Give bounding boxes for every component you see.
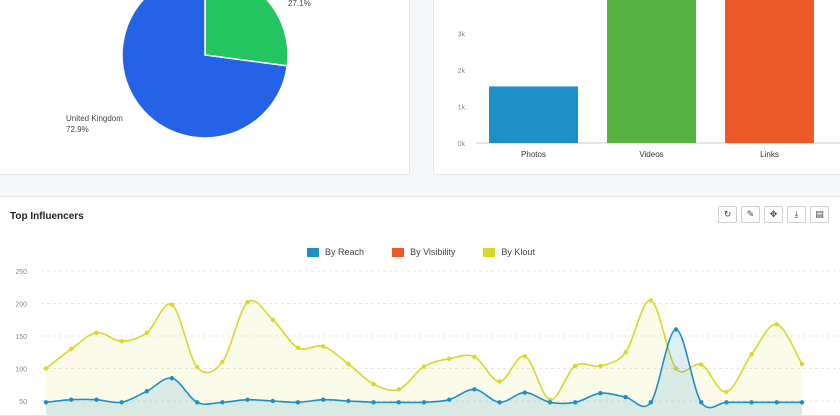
series-point xyxy=(422,364,426,368)
bar-ytick-label: 1k xyxy=(458,105,466,112)
series-point xyxy=(497,379,501,383)
series-point xyxy=(170,376,174,380)
series-point xyxy=(548,400,552,404)
pie-label-pct: 72.9% xyxy=(66,125,89,134)
bar-ytick-label: 0k xyxy=(458,141,466,148)
series-point xyxy=(346,362,350,366)
bar-chart-panel: 0k 1k 2k 3k Photos Videos Links xyxy=(433,0,840,175)
top-influencers-panel: Top Influencers ↻ ✎ ✥ ⤓ ▤ By Reach By Vi… xyxy=(0,196,840,416)
series-point xyxy=(397,400,401,404)
series-point xyxy=(44,400,48,404)
series-point xyxy=(674,327,678,331)
series-point xyxy=(321,344,325,348)
series-point xyxy=(573,400,577,404)
series-point xyxy=(800,362,804,366)
bar-ytick-label: 3k xyxy=(458,32,466,39)
series-point xyxy=(649,298,653,302)
series-point xyxy=(119,400,123,404)
ytick-label: 100 xyxy=(15,367,27,374)
influencers-area-chart: 50 100 150 200 250 xyxy=(0,197,840,416)
series-point xyxy=(523,390,527,394)
series-point xyxy=(371,400,375,404)
series-point xyxy=(195,400,199,404)
pie-label-name: United Kingdom xyxy=(66,114,123,123)
bar-category-label: Photos xyxy=(521,150,546,159)
series-point xyxy=(598,364,602,368)
series-point xyxy=(145,331,149,335)
series-point xyxy=(623,350,627,354)
ytick-label: 50 xyxy=(19,399,27,406)
bar-category-label: Videos xyxy=(639,150,663,159)
series-point xyxy=(724,400,728,404)
series-point xyxy=(573,364,577,368)
series-point xyxy=(749,352,753,356)
series-point xyxy=(649,400,653,404)
pie-label-pct: 27.1% xyxy=(288,0,311,8)
series-point xyxy=(447,357,451,361)
series-point xyxy=(170,303,174,307)
series-point xyxy=(94,331,98,335)
series-point xyxy=(623,395,627,399)
ytick-label: 250 xyxy=(15,269,27,276)
series-point xyxy=(271,399,275,403)
series-point xyxy=(245,300,249,304)
series-point xyxy=(699,400,703,404)
series-point xyxy=(346,399,350,403)
series-point xyxy=(44,366,48,370)
bar-category-label: Links xyxy=(760,150,779,159)
bar-ytick-label: 2k xyxy=(458,68,466,75)
series-point xyxy=(775,400,779,404)
series-point xyxy=(598,391,602,395)
bar xyxy=(489,86,578,143)
series-point xyxy=(371,382,375,386)
bar xyxy=(607,0,696,143)
series-point xyxy=(296,346,300,350)
series-point xyxy=(397,387,401,391)
series-point xyxy=(145,389,149,393)
series-point xyxy=(220,360,224,364)
series-point xyxy=(472,387,476,391)
ytick-label: 200 xyxy=(15,302,27,309)
bar xyxy=(725,0,814,143)
series-point xyxy=(497,400,501,404)
series-point xyxy=(220,400,224,404)
series-point xyxy=(472,355,476,359)
pie-chart-panel: 27.1% United Kingdom 72.9% xyxy=(0,0,410,175)
series-point xyxy=(749,400,753,404)
series-point xyxy=(119,339,123,343)
series-point xyxy=(69,347,73,351)
series-point xyxy=(296,400,300,404)
series-point xyxy=(195,365,199,369)
series-point xyxy=(800,400,804,404)
ytick-label: 150 xyxy=(15,334,27,341)
series-point xyxy=(422,400,426,404)
series-point xyxy=(699,362,703,366)
series-point xyxy=(271,318,275,322)
series-point xyxy=(775,322,779,326)
bar-chart: 0k 1k 2k 3k Photos Videos Links xyxy=(434,0,840,175)
series-point xyxy=(724,390,728,394)
pie-chart: 27.1% United Kingdom 72.9% xyxy=(0,0,410,175)
series-point xyxy=(523,354,527,358)
